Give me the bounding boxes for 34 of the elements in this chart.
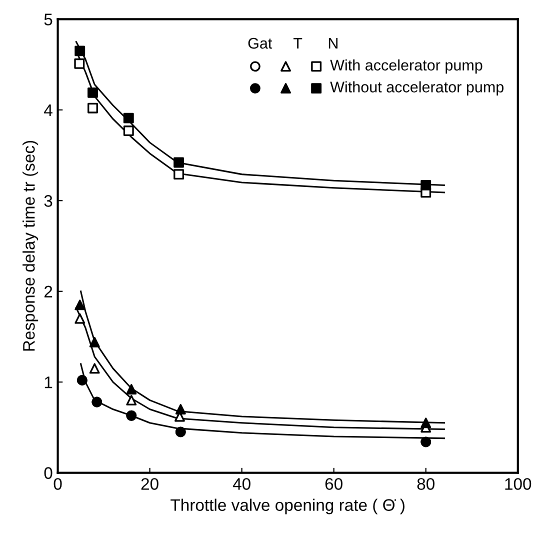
y-axis-title: Response delay time tr (sec) bbox=[22, 140, 38, 351]
point bbox=[420, 418, 432, 428]
point bbox=[420, 180, 432, 190]
point bbox=[74, 300, 86, 310]
point bbox=[174, 157, 184, 168]
point bbox=[123, 112, 134, 124]
y-tick-label: 1 bbox=[44, 376, 52, 388]
x-axis-title: Throttle valve opening rate ( Θ̇ ) bbox=[170, 498, 404, 514]
x-tick-label: 0 bbox=[54, 478, 62, 490]
x-tick-label: 100 bbox=[505, 478, 532, 490]
y-tick-label: 0 bbox=[44, 467, 52, 479]
point bbox=[74, 58, 85, 69]
point bbox=[174, 169, 184, 180]
point bbox=[88, 87, 98, 98]
point bbox=[89, 336, 100, 348]
y-tick-label: 5 bbox=[44, 14, 52, 26]
point bbox=[126, 394, 137, 406]
legend-title: Gat T N bbox=[248, 38, 338, 49]
x-tick-label: 20 bbox=[141, 478, 158, 490]
point bbox=[88, 102, 98, 114]
point bbox=[123, 126, 134, 136]
x-tick-label: 40 bbox=[232, 478, 250, 490]
y-tick-label: 2 bbox=[44, 286, 52, 298]
y-tick-label: 3 bbox=[44, 195, 52, 207]
point bbox=[175, 404, 186, 414]
point bbox=[74, 46, 86, 56]
legend-label: With accelerator pump bbox=[330, 59, 482, 74]
legend-label: Without accelerator pump bbox=[330, 81, 504, 96]
point bbox=[126, 384, 137, 395]
x-tick-label: 80 bbox=[417, 478, 434, 490]
x-tick-label: 60 bbox=[325, 478, 342, 490]
y-tick-label: 4 bbox=[44, 104, 52, 116]
point bbox=[89, 363, 100, 374]
point bbox=[74, 313, 86, 324]
